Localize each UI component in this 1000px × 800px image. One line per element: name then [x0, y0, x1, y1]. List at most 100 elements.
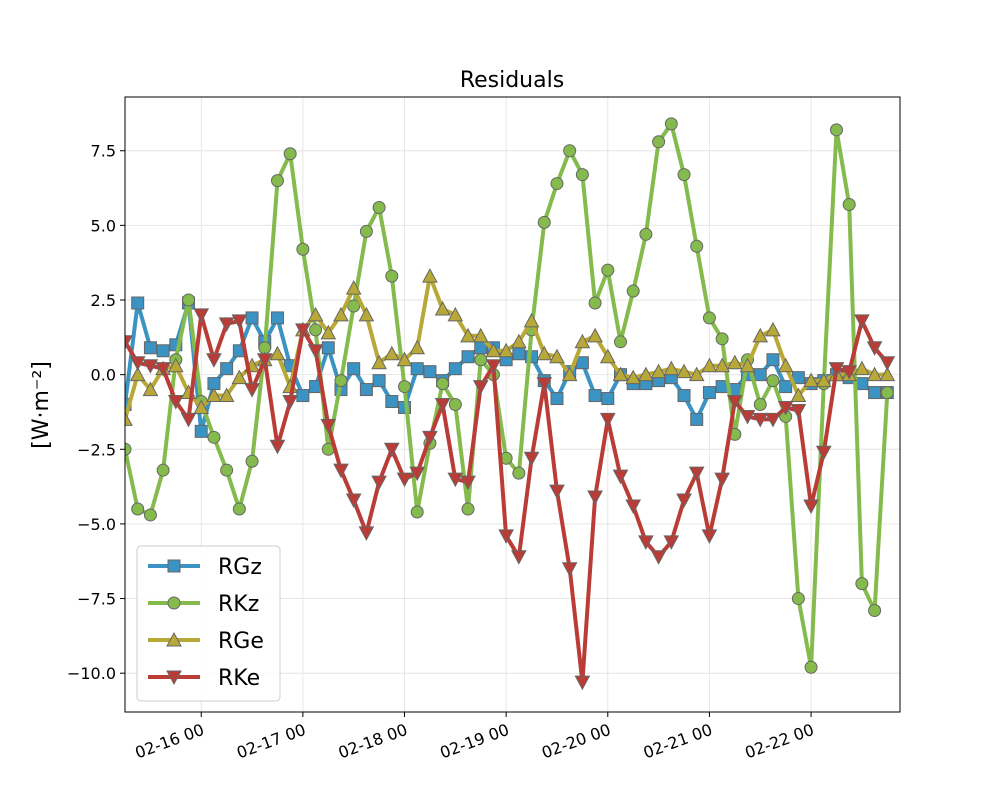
data-point-rkz	[613, 335, 627, 349]
data-point-rgz	[690, 412, 704, 426]
data-point-rge	[125, 411, 133, 426]
series-layer	[125, 117, 896, 691]
data-point-rgz	[779, 380, 793, 394]
data-point-rke	[269, 439, 286, 455]
data-point-rgz	[575, 356, 589, 370]
data-point-rke	[854, 314, 870, 329]
data-point-rkz	[220, 463, 234, 477]
data-point-rgz	[601, 392, 615, 406]
data-point-rke	[129, 356, 146, 371]
data-point-rge	[663, 360, 680, 376]
series-rge	[125, 268, 896, 426]
data-point-rge	[574, 333, 591, 349]
data-point-rkz	[537, 215, 551, 229]
data-point-rgz	[461, 350, 475, 364]
data-point-rge	[167, 357, 184, 373]
data-point-rgz	[156, 344, 170, 358]
data-point-rgz	[296, 389, 310, 403]
data-point-rkz	[436, 377, 450, 391]
data-point-rke	[688, 466, 705, 482]
data-point-rke	[879, 356, 896, 371]
data-point-rkz	[715, 332, 729, 346]
data-point-rke	[663, 535, 680, 550]
y-tick-label: −10.0	[67, 664, 116, 683]
data-point-rke	[498, 529, 514, 544]
data-point-rke	[574, 675, 591, 691]
data-point-rge	[269, 345, 286, 361]
data-point-rge	[561, 366, 578, 382]
series-rke	[125, 308, 896, 691]
data-point-rke	[841, 365, 858, 380]
data-point-rke	[345, 493, 362, 509]
data-point-rkz	[125, 442, 132, 456]
data-point-rke	[358, 526, 375, 541]
data-point-rgz	[347, 362, 361, 376]
data-point-rge	[333, 306, 349, 322]
data-point-rke	[752, 412, 769, 428]
data-point-rgz	[702, 386, 716, 400]
data-point-rgz	[512, 347, 526, 361]
data-point-rke	[714, 472, 730, 488]
data-point-rke	[282, 395, 299, 410]
data-point-rge	[879, 366, 896, 382]
data-point-rkz	[296, 242, 310, 256]
data-point-rge	[409, 339, 426, 355]
data-point-rkz	[804, 660, 818, 674]
data-point-rge	[612, 366, 629, 382]
data-point-rkz	[410, 505, 424, 519]
data-point-rke	[409, 466, 426, 482]
y-tick-label: 5.0	[91, 216, 116, 235]
data-point-rgz	[385, 395, 399, 409]
data-point-rge	[231, 369, 248, 385]
data-point-rge	[460, 327, 476, 343]
data-point-rgz	[245, 311, 259, 325]
data-point-rgz	[372, 374, 386, 388]
data-point-rke	[650, 550, 667, 565]
data-point-rkz	[690, 239, 704, 253]
data-point-rkz	[601, 263, 615, 277]
data-point-rge	[638, 366, 654, 382]
data-point-rge	[854, 360, 870, 376]
data-point-rge	[752, 327, 769, 343]
data-point-rgz	[321, 341, 335, 355]
data-point-rge	[599, 348, 616, 364]
data-point-rgz	[677, 389, 691, 403]
data-point-rkz	[550, 177, 564, 191]
data-point-rge	[396, 351, 413, 367]
data-point-rge	[129, 366, 146, 382]
data-point-rge	[625, 369, 642, 385]
data-point-rge	[536, 345, 553, 361]
data-point-rke	[244, 383, 260, 398]
data-point-rke	[193, 308, 210, 323]
data-point-rke	[155, 362, 171, 377]
y-axis-label: [W·m⁻²]	[29, 361, 54, 449]
data-point-rke	[561, 562, 578, 577]
data-point-rge	[485, 342, 502, 358]
data-point-rke	[472, 380, 489, 395]
data-point-rke	[125, 335, 133, 350]
data-point-rkz	[334, 374, 348, 388]
legend-marker-rge	[166, 631, 182, 647]
data-point-rkz	[512, 466, 526, 480]
data-point-rke	[142, 359, 159, 374]
data-point-rkz	[880, 386, 894, 400]
data-point-rge	[714, 357, 730, 373]
data-point-rge	[549, 348, 565, 364]
data-point-rge	[447, 306, 464, 322]
chart-title: Residuals	[460, 68, 564, 93]
y-tick-label: 2.5	[91, 291, 116, 310]
legend-label-rge: RGe	[218, 629, 264, 654]
data-point-rgz	[270, 311, 284, 325]
data-point-rke	[396, 472, 413, 488]
data-point-rge	[193, 399, 210, 414]
data-point-rge	[371, 354, 387, 370]
data-point-rkz	[207, 430, 221, 444]
data-point-rge	[587, 327, 603, 343]
data-point-rke	[485, 359, 502, 374]
data-point-rge	[688, 366, 705, 382]
legend-box	[136, 545, 281, 702]
data-point-rge	[383, 345, 400, 361]
data-point-rkz	[385, 269, 399, 283]
data-point-rgz	[855, 377, 869, 391]
data-point-rkz	[766, 374, 780, 388]
